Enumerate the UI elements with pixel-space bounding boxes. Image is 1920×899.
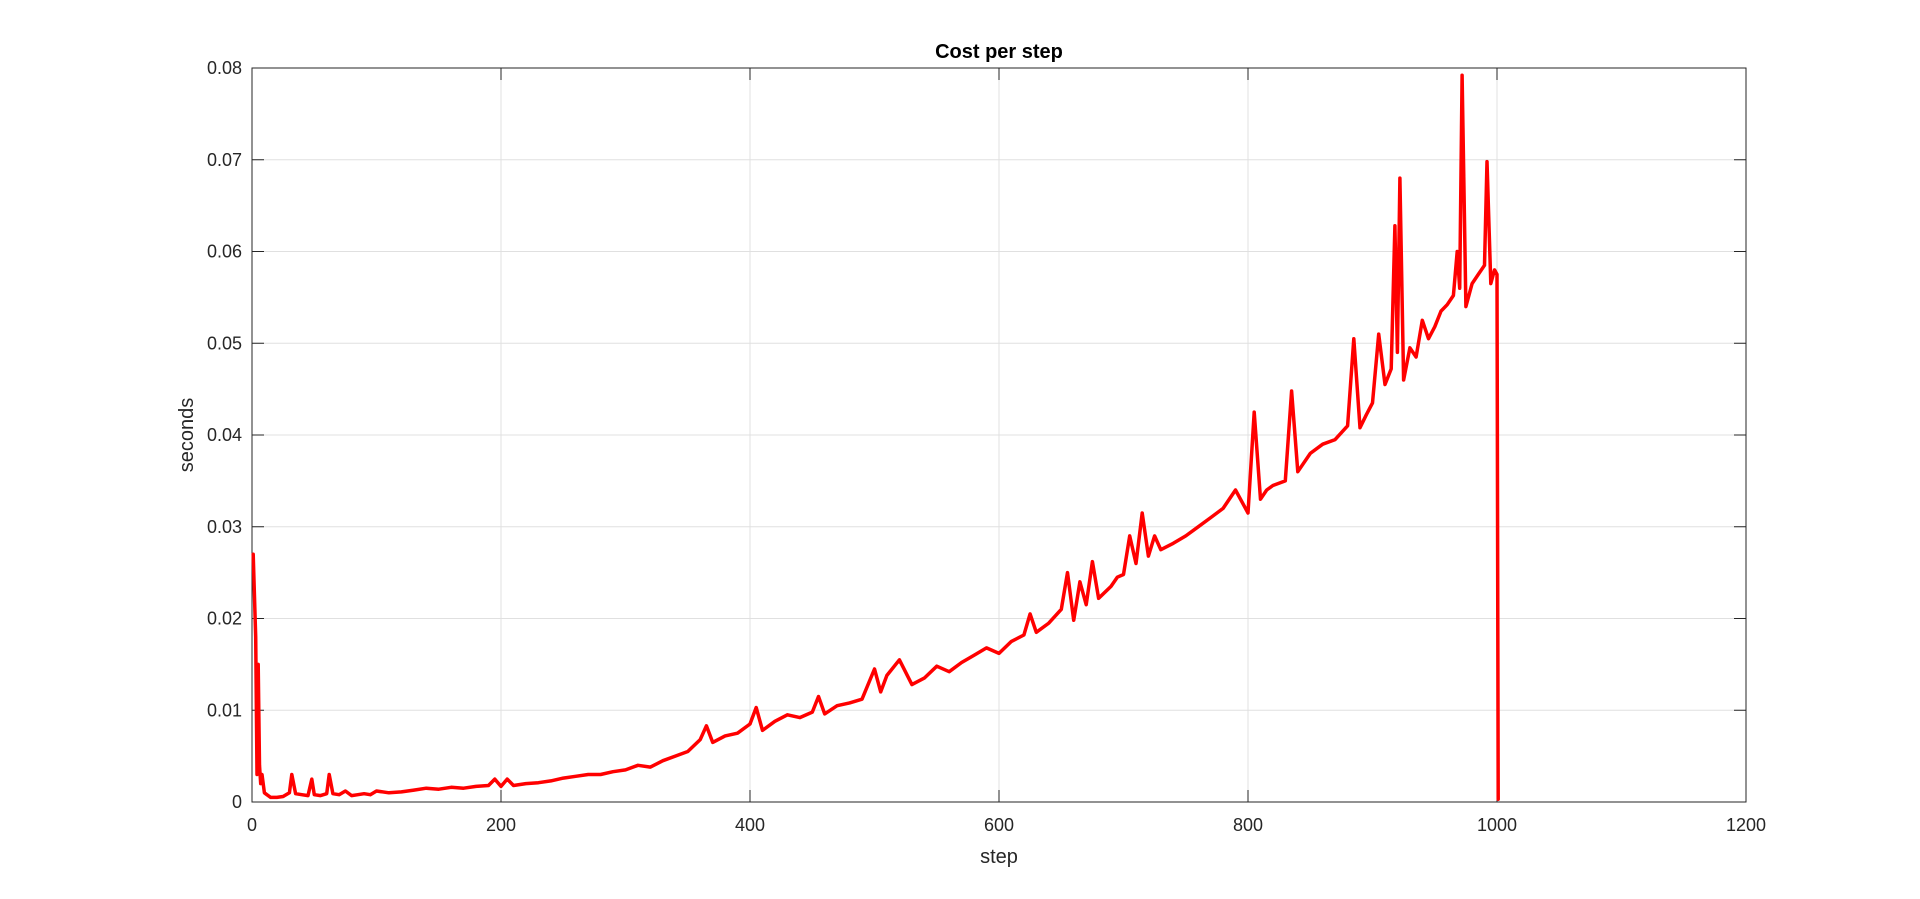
series-layer (251, 73, 1500, 801)
y-tick-label: 0.01 (207, 700, 242, 720)
x-tick-label: 600 (984, 815, 1014, 835)
grid-lines (251, 67, 1747, 803)
y-tick-label: 0.04 (207, 425, 242, 445)
x-axis-label: step (980, 846, 1018, 868)
y-axis-label: seconds (176, 398, 198, 473)
series-line (251, 73, 1500, 801)
y-tick-label: 0.05 (207, 333, 242, 353)
x-tick-label: 800 (1233, 815, 1263, 835)
chart-title: Cost per step (935, 41, 1063, 63)
x-axis-ticks: 0 200 400 600 800 1000 1200 (247, 68, 1766, 835)
x-tick-label: 400 (735, 815, 765, 835)
y-tick-label: 0.02 (207, 609, 242, 629)
x-tick-label: 0 (247, 815, 257, 835)
y-axis-ticks: 0 0.01 0.02 0.03 0.04 0.05 0.06 0.07 0.08 (207, 58, 1746, 812)
x-tick-label: 200 (486, 815, 516, 835)
y-tick-label: 0.06 (207, 242, 242, 262)
y-tick-label: 0 (232, 792, 242, 812)
y-tick-label: 0.03 (207, 517, 242, 537)
x-tick-label: 1200 (1726, 815, 1766, 835)
y-tick-label: 0.07 (207, 150, 242, 170)
y-tick-label: 0.08 (207, 58, 242, 78)
x-tick-label: 1000 (1477, 815, 1517, 835)
